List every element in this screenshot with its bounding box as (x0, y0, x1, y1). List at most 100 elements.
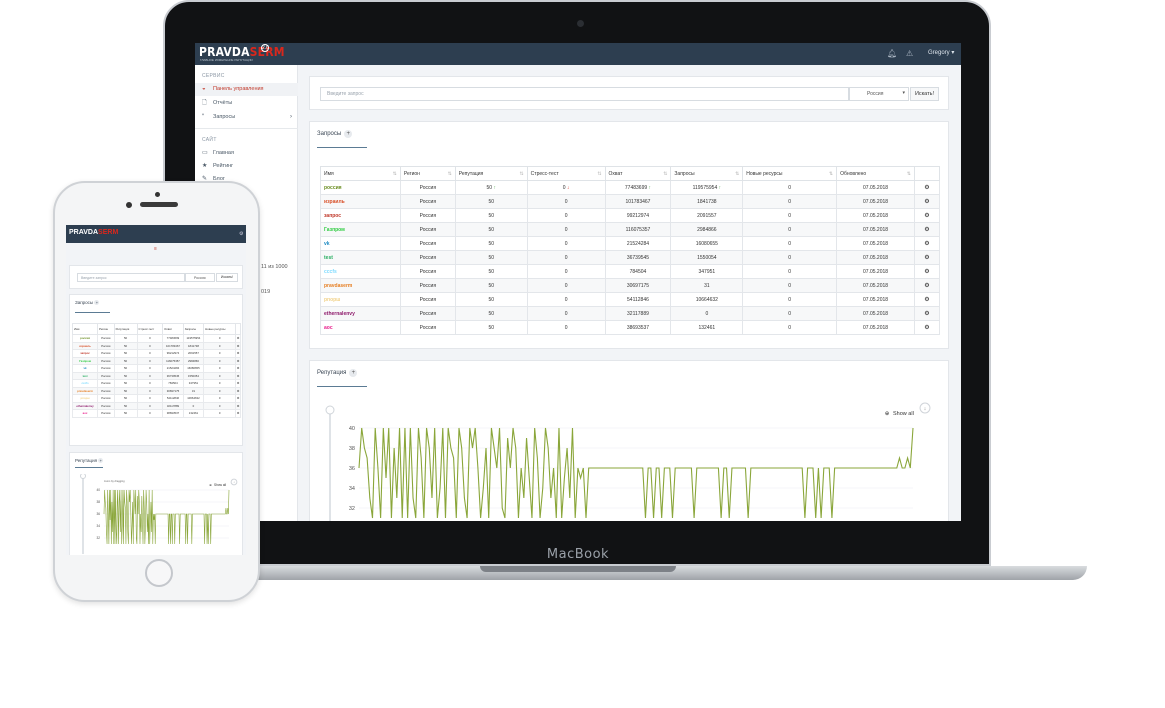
reputation-series-line[interactable] (103, 489, 230, 545)
table-row[interactable]: россия Россия 50 0 77483699 119575954 0 ⚙ (71, 334, 241, 343)
region-select[interactable]: Россия ▾ (849, 87, 909, 101)
cogs-icon[interactable]: ⚙ (235, 394, 241, 403)
request-name[interactable]: запрос (320, 208, 401, 223)
row-settings[interactable]: ⚙ (913, 250, 941, 265)
phone-search-input[interactable]: Введите запрос (77, 273, 185, 282)
table-row[interactable]: рпорш Россия 50 0 54112846 10664632 0 ⚙ (71, 394, 241, 403)
phone-region-select[interactable]: Россия (185, 273, 215, 282)
table-row[interactable]: израиль Россия 50 0 101783467 1841738 0 ⚙ (71, 341, 241, 350)
cogs-icon[interactable]: ⚙ (235, 349, 241, 358)
column-header[interactable]: Охват ⇅ (604, 166, 672, 181)
request-name[interactable]: test (71, 371, 99, 380)
warning-icon[interactable]: ⚠︎ (906, 49, 914, 58)
show-all-button[interactable]: Show all (214, 483, 226, 487)
phone-home-button[interactable] (145, 559, 173, 587)
sort-icon[interactable]: ⇅ (663, 170, 668, 177)
column-header[interactable]: Репутация ⇅ (454, 166, 528, 181)
request-name[interactable]: vk (320, 236, 401, 251)
cogs-icon[interactable]: ⚙ (924, 185, 930, 191)
add-reputation-icon[interactable]: + (349, 369, 358, 377)
row-settings[interactable]: ⚙ (913, 222, 941, 237)
cogs-icon[interactable]: ⚙ (924, 255, 930, 261)
request-name[interactable]: израиль (320, 194, 401, 209)
reputation-series-line[interactable] (358, 427, 914, 519)
request-name[interactable]: россия (320, 180, 401, 195)
table-row[interactable]: ethernalenvy Россия 50 0 32117889 0 0 ⚙ (71, 401, 241, 410)
table-row[interactable]: pravdaserm Россия 50 0 30697175 31 0 07.05.2018… (320, 278, 941, 293)
zoom-handle[interactable] (80, 474, 86, 479)
row-settings[interactable]: ⚙ (913, 292, 941, 307)
request-name[interactable]: Газпром (320, 222, 401, 237)
table-row[interactable]: россия Россия 50 ↑ 0 ↓ 77483699 ↑ 119575954 ↑… (320, 180, 941, 195)
phone-logo[interactable]: PRAVDASERM (69, 229, 119, 236)
row-settings[interactable]: ⚙ (913, 320, 941, 335)
cogs-icon[interactable]: ⚙ (924, 241, 930, 247)
zoom-navigator[interactable] (82, 478, 84, 554)
bell-icon[interactable]: 🔔︎ (887, 49, 898, 58)
table-row[interactable]: aoc Россия 50 0 38693537 132461 0 07.05.2018 ⚙ (320, 320, 941, 335)
table-row[interactable]: cccfs Россия 50 0 784504 347951 0 07.05.2018 ⚙ (320, 264, 941, 279)
column-header[interactable]: Обновлено ⇅ (836, 166, 915, 181)
cogs-icon[interactable]: ⚙ (924, 227, 930, 233)
cogs-icon[interactable]: ⚙ (924, 269, 930, 275)
add-request-icon[interactable]: + (344, 130, 353, 138)
sidebar-item-home[interactable]: ▭ Главная (195, 147, 298, 160)
sort-icon[interactable]: ⇅ (519, 170, 524, 177)
request-name[interactable]: запрос (71, 349, 99, 358)
sort-icon[interactable]: ⇅ (392, 170, 397, 177)
column-header[interactable]: Имя ⇅ (320, 166, 401, 181)
request-name[interactable]: рпорш (320, 292, 401, 307)
sidebar-item-dashboard[interactable]: ◒ Панель управления (195, 83, 298, 96)
row-settings[interactable]: ⚙ (913, 278, 941, 293)
search-button[interactable]: Искать! (910, 87, 939, 101)
request-name[interactable]: pravdaserm (320, 278, 401, 293)
request-name[interactable]: aoc (320, 320, 401, 335)
table-row[interactable]: test Россия 50 0 36739545 1550054 0 ⚙ (71, 371, 241, 380)
cogs-icon[interactable]: ⚙ (235, 371, 241, 380)
column-header[interactable]: Регион ⇅ (399, 166, 456, 181)
table-row[interactable]: израиль Россия 50 0 101783467 1841738 0 07.05.2… (320, 194, 941, 209)
phone-add-request-icon[interactable]: + (94, 300, 100, 305)
table-row[interactable]: ethernalenvy Россия 50 0 32117889 0 0 07.05.201… (320, 306, 941, 321)
sidebar-item-rating[interactable]: ★ Рейтинг (195, 160, 298, 173)
row-settings[interactable]: ⚙ (913, 306, 941, 321)
request-name[interactable]: ethernalenvy (320, 306, 401, 321)
column-header[interactable]: Новые ресурсы (203, 323, 237, 335)
table-row[interactable]: запрос Россия 50 0 99212974 2091557 0 ⚙ (71, 349, 241, 358)
sort-icon[interactable]: ⇅ (906, 170, 911, 177)
column-header[interactable] (235, 323, 241, 335)
column-header[interactable]: Охват (162, 323, 184, 335)
download-button[interactable] (919, 402, 931, 414)
request-name[interactable]: рпорш (71, 394, 99, 403)
phone-search-button[interactable]: Искать! (216, 273, 238, 282)
download-button[interactable] (230, 478, 238, 486)
sort-icon[interactable]: ⇅ (828, 170, 834, 177)
table-row[interactable]: Газпром Россия 50 0 116075357 2984866 0 07.05.2… (320, 222, 941, 237)
request-name[interactable]: pravdaserm (71, 386, 99, 395)
phone-reputation-chart[interactable]: 40 38 36 34 32 Show all⊕ ↓ zoom by dragging (74, 474, 244, 554)
cogs-icon[interactable]: ⚙ (924, 213, 930, 219)
cogs-icon[interactable]: ⚙ (235, 409, 241, 418)
cogs-icon[interactable]: ⚙ (235, 341, 241, 350)
cogs-icon[interactable]: ⚙ (924, 311, 930, 317)
row-settings[interactable]: ⚙ (913, 208, 941, 223)
reputation-chart[interactable]: 40 38 36 34 32 Show all⊕ ↓ (313, 398, 943, 521)
table-row[interactable]: Газпром Россия 50 0 116075357 2984866 0 ⚙ (71, 356, 241, 365)
row-settings[interactable]: ⚙ (913, 180, 941, 195)
table-row[interactable]: pravdaserm Россия 50 0 30697175 31 0 ⚙ (71, 386, 241, 395)
column-header[interactable]: Новые ресурсы ⇅ (742, 166, 838, 181)
phone-settings-icon[interactable]: ⚙ (239, 231, 244, 237)
column-header[interactable]: Регион (97, 323, 115, 335)
app-logo[interactable]: PRAVDASERM (199, 45, 285, 59)
column-header[interactable]: Стресс-тест ⇅ (526, 166, 606, 181)
show-all-button[interactable]: Show all (893, 411, 914, 417)
cogs-icon[interactable]: ⚙ (235, 356, 241, 365)
column-header[interactable] (913, 166, 941, 181)
cogs-icon[interactable]: ⚙ (924, 325, 930, 331)
request-name[interactable]: россия (71, 334, 99, 343)
cogs-icon[interactable]: ⚙ (235, 386, 241, 395)
row-settings[interactable]: ⚙ (913, 236, 941, 251)
search-input[interactable]: Введите запрос (320, 87, 849, 101)
cogs-icon[interactable]: ⚙ (924, 297, 930, 303)
sort-icon[interactable]: ⇅ (597, 170, 602, 177)
